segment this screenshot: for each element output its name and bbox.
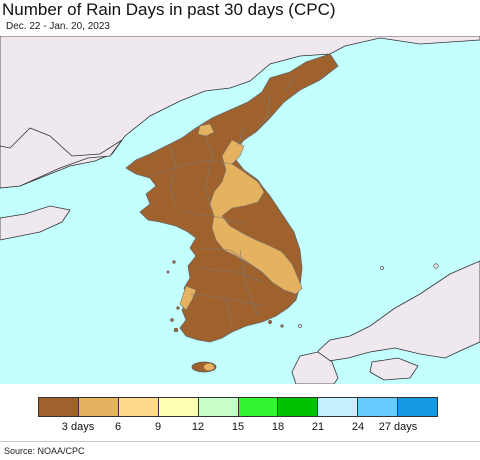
legend-swatch — [398, 398, 438, 416]
legend-tick-label: 12 — [191, 421, 205, 433]
land-shandong — [0, 205, 71, 241]
korea-zone-sw-6days — [179, 285, 197, 311]
legend-ticks: 3 days 6 9 12 15 18 21 24 27 days — [38, 421, 438, 435]
land-china-russia — [0, 36, 480, 189]
legend-tick-label: 21 — [311, 421, 325, 433]
small-islands — [166, 260, 284, 333]
date-range: Dec. 22 - Jan. 20, 2023 — [6, 21, 110, 32]
admin-boundaries — [149, 75, 295, 327]
legend-tick-label: 24 — [351, 421, 365, 433]
legend-tick-label: 18 — [271, 421, 285, 433]
land-japan-shikoku — [369, 357, 419, 381]
legend-tick-label: 6 — [114, 421, 122, 433]
legend-tick-label: 9 — [154, 421, 162, 433]
land-japan-kyushu — [291, 351, 339, 384]
jeju-island-east — [204, 363, 214, 371]
legend-swatch — [318, 398, 359, 416]
legend-swatch — [358, 398, 399, 416]
korea-zone-6days — [209, 139, 303, 295]
source-credit: Source: NOAA/CPC — [4, 446, 85, 456]
legend-tick-label: 27 days — [378, 421, 418, 433]
offshore-islands — [298, 263, 439, 328]
legend-swatch — [278, 398, 319, 416]
legend-swatch — [158, 398, 199, 416]
legend-tick-label: 15 — [231, 421, 245, 433]
legend-swatch — [198, 398, 239, 416]
korea-spot-6days — [197, 123, 215, 137]
legend-swatch — [39, 398, 79, 416]
rain-days-map — [0, 36, 480, 384]
land-liaodong — [0, 127, 123, 189]
legend-tick-label: 3 days — [61, 421, 95, 433]
color-legend — [38, 397, 438, 417]
map-title: Number of Rain Days in past 30 days (CPC… — [2, 0, 336, 19]
legend-swatch — [78, 398, 119, 416]
legend-swatch — [238, 398, 279, 416]
footer-divider — [0, 441, 480, 442]
legend-swatch — [118, 398, 159, 416]
